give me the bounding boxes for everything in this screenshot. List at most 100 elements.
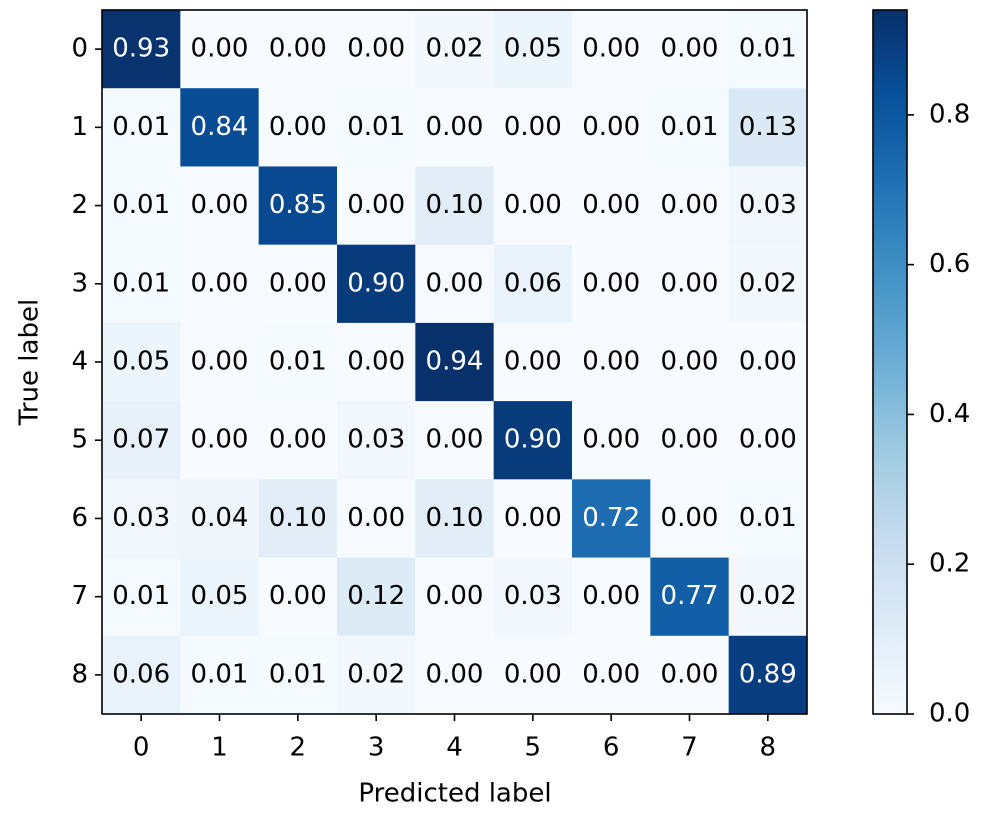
cell-label: 0.06	[112, 659, 170, 689]
cell-label: 0.00	[426, 581, 484, 611]
cell-label: 0.00	[347, 503, 405, 533]
heatmap-cell	[180, 244, 260, 324]
heatmap-cell	[337, 479, 416, 559]
cell-label: 0.00	[582, 268, 640, 298]
cell-label: 0.93	[112, 34, 170, 64]
heatmap-cell	[102, 244, 181, 324]
y-axis-label: True label	[15, 299, 45, 426]
heatmap-cell	[415, 88, 495, 167]
cell-label: 0.00	[661, 34, 719, 64]
colorbar-tick-label: 0.4	[929, 399, 970, 429]
heatmap-cell	[337, 322, 416, 402]
cell-label: 0.01	[112, 112, 170, 142]
heatmap-cell	[493, 10, 573, 89]
cell-label: 0.02	[739, 581, 797, 611]
cell-label: 0.00	[191, 425, 249, 455]
heatmap-cell	[102, 322, 181, 402]
heatmap-cell	[493, 557, 573, 637]
cell-label: 0.00	[426, 659, 484, 689]
cell-label: 0.00	[347, 190, 405, 220]
heatmap-cell	[493, 166, 573, 246]
cell-label: 0.10	[426, 190, 484, 220]
cell-label: 0.85	[269, 190, 327, 220]
heatmap-cell	[728, 401, 808, 480]
cell-label: 0.00	[504, 659, 562, 689]
cell-label: 0.01	[269, 659, 327, 689]
cell-label: 0.00	[504, 190, 562, 220]
heatmap-cell	[337, 635, 416, 715]
heatmap-cell	[180, 479, 260, 559]
heatmap-cell	[493, 244, 573, 324]
heatmap-cell	[258, 322, 338, 402]
heatmap-cell	[258, 244, 338, 324]
cell-label: 0.84	[191, 112, 249, 142]
heatmap-cell	[415, 244, 495, 324]
heatmap-cell	[102, 10, 181, 89]
x-tick-label: 6	[603, 733, 620, 763]
cell-label: 0.00	[426, 268, 484, 298]
heatmap-cell	[415, 166, 495, 246]
y-tick-label: 1	[71, 112, 88, 142]
x-tick-label: 4	[446, 733, 463, 763]
x-tick-label: 2	[290, 733, 307, 763]
cell-label: 0.02	[347, 659, 405, 689]
cell-label: 0.00	[661, 190, 719, 220]
colorbar-tick-label: 0.6	[929, 249, 970, 279]
cell-label: 0.00	[504, 112, 562, 142]
y-tick-label: 5	[71, 425, 88, 455]
heatmap-cell	[650, 88, 730, 167]
heatmap-cell	[650, 479, 730, 559]
x-tick-label: 7	[681, 733, 698, 763]
cell-label: 0.05	[504, 34, 562, 64]
cell-label: 0.00	[582, 34, 640, 64]
heatmap-cell	[415, 401, 495, 480]
heatmap-cell	[572, 479, 651, 559]
heatmap-cell	[415, 635, 495, 715]
heatmap-cell	[572, 322, 651, 402]
y-tick-label: 3	[71, 268, 88, 298]
heatmap-cell	[415, 322, 495, 402]
cell-label: 0.00	[191, 268, 249, 298]
heatmap-cell	[728, 244, 808, 324]
cell-label: 0.89	[739, 659, 797, 689]
heatmap-cell	[180, 557, 260, 637]
heatmap-cell	[337, 166, 416, 246]
cell-label: 0.06	[504, 268, 562, 298]
cell-label: 0.00	[661, 347, 719, 377]
cell-label: 0.02	[426, 34, 484, 64]
y-tick-label: 2	[71, 190, 88, 220]
heatmap-cell	[728, 557, 808, 637]
heatmap-cell	[650, 10, 730, 89]
cell-label: 0.10	[269, 503, 327, 533]
heatmap-cell	[572, 88, 651, 167]
cell-label: 0.00	[269, 581, 327, 611]
heatmap-cell	[493, 401, 573, 480]
heatmap-cell	[102, 557, 181, 637]
heatmap-cell	[728, 10, 808, 89]
heatmap-cell	[180, 166, 260, 246]
heatmap-cell	[650, 557, 730, 637]
cell-label: 0.13	[739, 112, 797, 142]
cell-label: 0.01	[347, 112, 405, 142]
heatmap-cell	[728, 88, 808, 167]
cell-label: 0.90	[504, 425, 562, 455]
x-tick-label: 1	[211, 733, 228, 763]
heatmap-cell	[337, 88, 416, 167]
cell-label: 0.01	[739, 34, 797, 64]
heatmap-cell	[337, 401, 416, 480]
heatmap-cell	[180, 10, 260, 89]
cell-label: 0.00	[582, 425, 640, 455]
heatmap-cell	[650, 635, 730, 715]
y-tick-label: 8	[71, 659, 88, 689]
cell-label: 0.00	[661, 503, 719, 533]
cell-label: 0.00	[269, 268, 327, 298]
heatmap-cell	[180, 401, 260, 480]
cell-label: 0.01	[112, 268, 170, 298]
cell-label: 0.01	[661, 112, 719, 142]
heatmap-cell	[258, 557, 338, 637]
cell-label: 0.00	[661, 659, 719, 689]
cell-label: 0.00	[582, 190, 640, 220]
cell-label: 0.01	[739, 503, 797, 533]
cell-label: 0.02	[739, 268, 797, 298]
